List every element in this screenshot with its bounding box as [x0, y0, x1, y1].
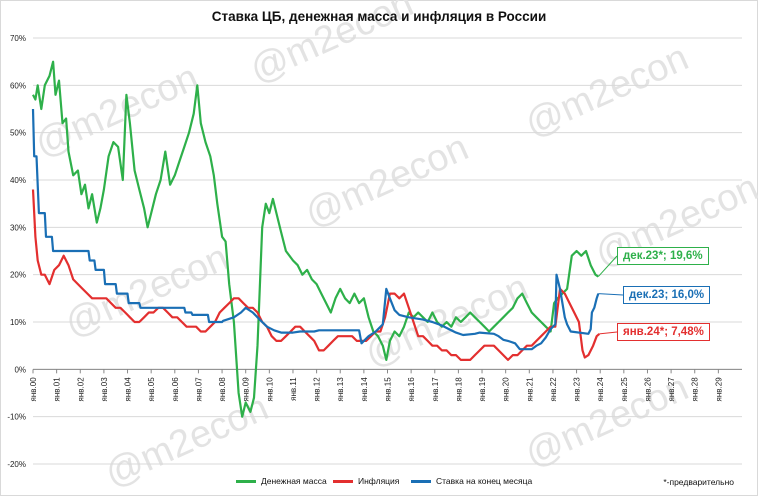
x-tick-label: янв.05: [147, 377, 156, 402]
x-tick-label: янв.24: [596, 377, 605, 402]
x-tick-label: янв.15: [384, 377, 393, 402]
x-tick-label: янв.14: [360, 377, 369, 402]
series-line-1: [31, 189, 601, 361]
x-tick-label: янв.23: [573, 377, 582, 402]
y-tick-label: 20%: [10, 271, 26, 280]
x-tick-label: янв.01: [53, 377, 62, 402]
series-line-2: [31, 108, 600, 351]
annotation-leader: [599, 331, 618, 335]
x-tick-label: янв.22: [549, 377, 558, 402]
x-tick-label: янв.20: [502, 377, 511, 402]
y-tick-label: 0%: [14, 365, 26, 374]
x-tick-label: янв.13: [336, 377, 345, 402]
x-tick-label: янв.25: [620, 377, 629, 402]
x-tick-label: янв.03: [100, 377, 109, 402]
x-tick-label: янв.10: [265, 377, 274, 402]
x-tick-label: янв.21: [525, 377, 534, 402]
x-tick-label: янв.11: [289, 377, 298, 401]
x-tick-label: янв.27: [667, 377, 676, 402]
annotation-leader: [598, 293, 624, 296]
x-tick-label: янв.28: [691, 377, 700, 402]
x-tick-label: янв.09: [242, 377, 251, 402]
y-tick-label: 40%: [10, 176, 26, 185]
x-tick-label: янв.19: [478, 377, 487, 402]
y-tick-label: 70%: [10, 34, 26, 43]
x-tick-label: янв.02: [76, 377, 85, 402]
x-tick-label: янв.18: [454, 377, 463, 402]
legend-item-inflation: Инфляция: [333, 476, 399, 486]
legend-item-key-rate: Ставка на конец месяца: [411, 476, 532, 486]
x-tick-label: янв.04: [124, 377, 133, 402]
legend-swatch: [333, 479, 353, 483]
legend-swatch: [411, 479, 431, 483]
x-tick-label: янв.06: [171, 377, 180, 402]
x-tick-label: янв.17: [431, 377, 440, 402]
x-tick-label: янв.00: [29, 377, 38, 402]
footnote: *-предварительно: [663, 477, 734, 487]
y-tick-label: -10%: [7, 413, 26, 422]
y-tick-label: 60%: [10, 81, 26, 90]
series-line-0: [32, 60, 599, 418]
legend-label: Инфляция: [358, 476, 400, 486]
legend-label: Ставка на конец месяца: [436, 476, 533, 486]
chart-title: Ставка ЦБ, денежная масса и инфляция в Р…: [211, 9, 547, 24]
x-tick-label: янв.07: [194, 377, 203, 402]
x-tick-label: янв.16: [407, 377, 416, 402]
x-tick-label: янв.26: [643, 377, 652, 402]
annotation-leader: [597, 255, 618, 277]
legend-item-money-supply: Денежная масса: [236, 476, 327, 486]
annotation-money-supply: дек.23*; 19,6%: [617, 247, 709, 265]
annotation-inflation: янв.24*; 7,48%: [617, 323, 710, 341]
x-tick-label: янв.12: [313, 377, 322, 402]
annotation-key-rate: дек.23; 16,0%: [623, 286, 711, 304]
y-tick-label: 10%: [10, 318, 26, 327]
legend-swatch: [236, 479, 256, 483]
x-tick-label: янв.08: [218, 377, 227, 402]
legend-label: Денежная масса: [261, 476, 327, 486]
y-tick-label: 50%: [10, 129, 26, 138]
y-tick-label: 30%: [10, 223, 26, 232]
y-tick-label: -20%: [7, 460, 26, 469]
x-tick-label: янв.29: [714, 377, 723, 402]
